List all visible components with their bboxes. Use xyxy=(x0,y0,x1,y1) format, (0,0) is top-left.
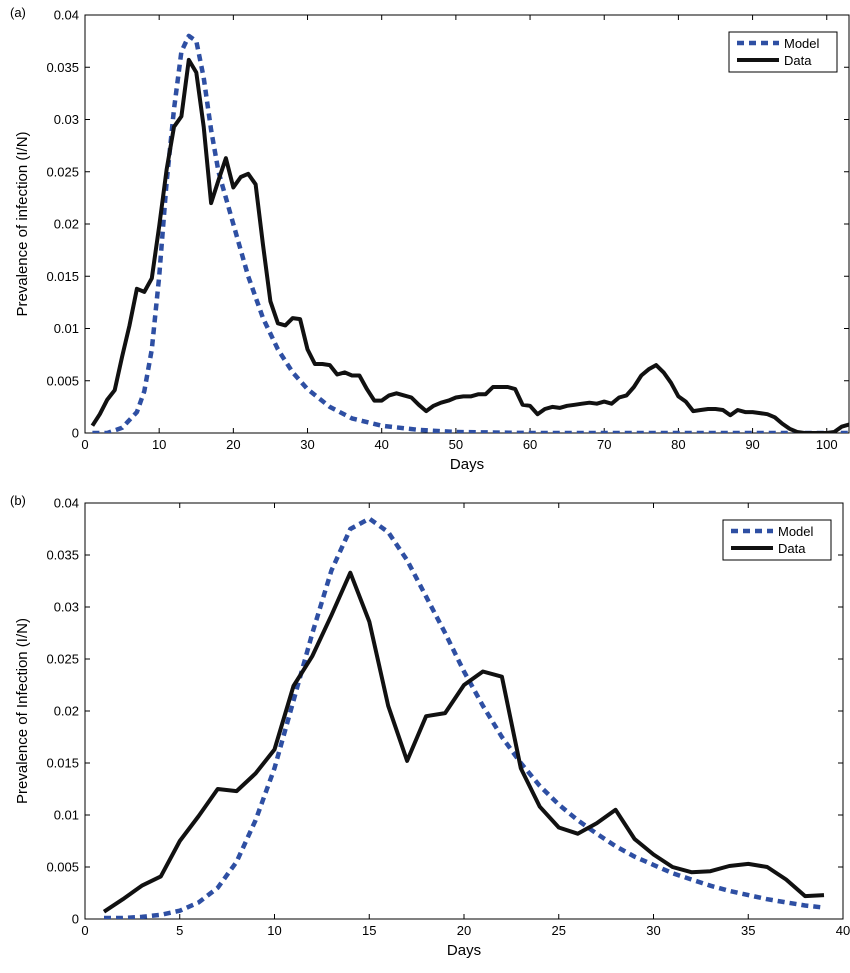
x-tick-label: 0 xyxy=(81,923,88,938)
y-tick-label: 0.02 xyxy=(54,704,79,719)
x-tick-label: 60 xyxy=(523,437,537,452)
panel-label: (b) xyxy=(10,493,26,508)
series-line-data xyxy=(102,570,825,914)
y-tick-label: 0.02 xyxy=(54,217,79,232)
x-tick-label: 10 xyxy=(152,437,166,452)
legend-label: Model xyxy=(784,36,820,51)
y-axis-label: Prevalence of infection (I/N) xyxy=(14,131,31,316)
x-tick-label: 40 xyxy=(836,923,850,938)
y-tick-label: 0.025 xyxy=(46,652,79,667)
y-tick-label: 0.005 xyxy=(46,860,79,875)
legend-box xyxy=(722,519,832,561)
x-tick-label: 20 xyxy=(457,923,471,938)
y-tick-label: 0.025 xyxy=(46,164,79,179)
x-tick-label: 25 xyxy=(552,923,566,938)
legend-box xyxy=(728,31,838,73)
x-tick-label: 90 xyxy=(745,437,759,452)
series-line-data xyxy=(90,57,849,433)
x-tick-label: 10 xyxy=(267,923,281,938)
series-line-model xyxy=(92,33,849,433)
legend: Model Data xyxy=(722,519,832,561)
y-tick-label: 0.035 xyxy=(46,60,79,75)
panel-a: 0 10 20 30 40 50 60 70 80 90 100 0 0.005 0.01 0.015 0.0… xyxy=(10,5,850,473)
x-tick-label: 30 xyxy=(646,923,660,938)
y-tick-label: 0 xyxy=(72,912,79,927)
legend-label: Data xyxy=(778,541,806,556)
x-tick-label: 100 xyxy=(816,437,838,452)
legend-label: Model xyxy=(778,524,814,539)
y-tick-label: 0.035 xyxy=(46,548,79,563)
y-tick-label: 0.03 xyxy=(54,600,79,615)
y-tick-label: 0.01 xyxy=(54,321,79,336)
x-tick-label: 15 xyxy=(362,923,376,938)
plot-frame xyxy=(84,502,844,920)
legend: Model Data xyxy=(728,31,838,73)
y-axis-label: Prevalence of Infection (I/N) xyxy=(14,618,31,804)
y-tick-label: 0.01 xyxy=(54,808,79,823)
y-tick-label: 0.04 xyxy=(54,8,79,23)
legend-label: Data xyxy=(784,53,812,68)
series-group xyxy=(102,516,825,919)
series-group xyxy=(90,33,849,433)
x-tick-label: 30 xyxy=(300,437,314,452)
y-tick-label: 0.015 xyxy=(46,756,79,771)
x-axis-label: Days xyxy=(450,456,484,473)
y-tick-label: 0.015 xyxy=(46,269,79,284)
y-tick-label: 0.04 xyxy=(54,496,79,511)
x-tick-label: 50 xyxy=(449,437,463,452)
panel-label: (a) xyxy=(10,5,26,20)
x-tick-label: 20 xyxy=(226,437,240,452)
x-tick-label: 0 xyxy=(81,437,88,452)
x-tick-label: 40 xyxy=(374,437,388,452)
y-tick-label: 0.03 xyxy=(54,112,79,127)
x-tick-label: 35 xyxy=(741,923,755,938)
panel-b: 0 5 10 15 20 25 30 35 40 0 0.005 0.01 0.015 0.02 0.025… xyxy=(10,493,850,959)
series-line-model xyxy=(104,516,825,919)
y-tick-label: 0.005 xyxy=(46,373,79,388)
x-tick-label: 80 xyxy=(671,437,685,452)
y-tick-label: 0 xyxy=(72,426,79,441)
x-tick-label: 70 xyxy=(597,437,611,452)
plot-frame xyxy=(84,14,850,434)
x-axis-label: Days xyxy=(447,942,481,959)
x-tick-label: 5 xyxy=(176,923,183,938)
